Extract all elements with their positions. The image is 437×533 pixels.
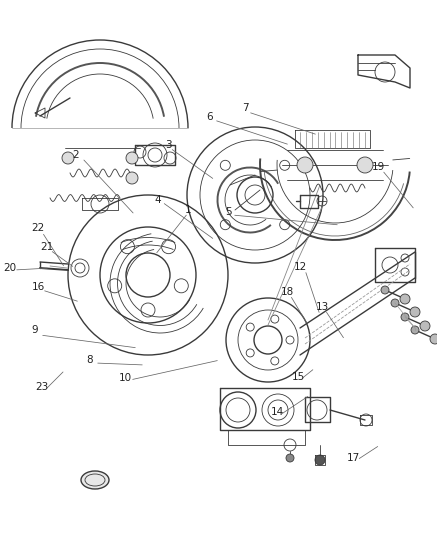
Circle shape bbox=[400, 294, 410, 304]
Circle shape bbox=[286, 454, 294, 462]
Circle shape bbox=[391, 299, 399, 307]
Text: 3: 3 bbox=[165, 140, 171, 150]
Text: 10: 10 bbox=[118, 373, 132, 383]
Circle shape bbox=[410, 307, 420, 317]
Text: 4: 4 bbox=[155, 195, 161, 205]
Circle shape bbox=[381, 286, 389, 294]
Text: 19: 19 bbox=[371, 162, 385, 172]
Circle shape bbox=[430, 334, 437, 344]
Text: 1: 1 bbox=[185, 205, 191, 215]
Text: 16: 16 bbox=[31, 282, 45, 292]
Text: 21: 21 bbox=[40, 242, 54, 252]
Circle shape bbox=[62, 152, 74, 164]
Text: 9: 9 bbox=[32, 325, 38, 335]
Circle shape bbox=[357, 157, 373, 173]
Text: 6: 6 bbox=[207, 112, 213, 122]
Text: 8: 8 bbox=[87, 355, 94, 365]
Text: 12: 12 bbox=[293, 262, 307, 272]
Text: 5: 5 bbox=[225, 207, 231, 217]
Text: 7: 7 bbox=[242, 103, 248, 113]
Circle shape bbox=[126, 172, 138, 184]
Circle shape bbox=[420, 321, 430, 331]
Circle shape bbox=[401, 313, 409, 321]
Text: 18: 18 bbox=[281, 287, 294, 297]
Circle shape bbox=[315, 455, 325, 465]
Circle shape bbox=[126, 152, 138, 164]
Text: 23: 23 bbox=[35, 382, 49, 392]
Circle shape bbox=[411, 326, 419, 334]
Text: 2: 2 bbox=[73, 150, 79, 160]
Text: 20: 20 bbox=[3, 263, 17, 273]
Text: 17: 17 bbox=[347, 453, 360, 463]
Circle shape bbox=[297, 157, 313, 173]
Ellipse shape bbox=[81, 471, 109, 489]
Text: 15: 15 bbox=[291, 372, 305, 382]
Text: 13: 13 bbox=[316, 302, 329, 312]
Text: 22: 22 bbox=[31, 223, 45, 233]
Text: 14: 14 bbox=[271, 407, 284, 417]
